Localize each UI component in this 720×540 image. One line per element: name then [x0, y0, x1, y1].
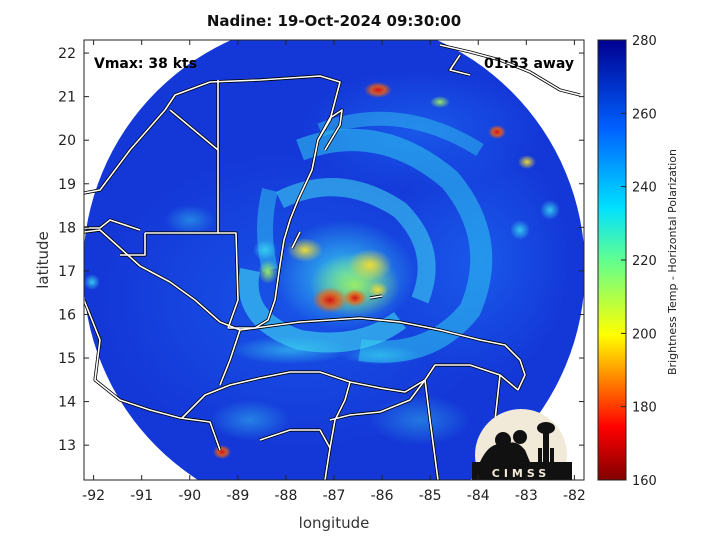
colorbar-tick-label: 240 [632, 181, 657, 196]
y-axis: 13 14 15 16 17 18 19 20 21 22 [58, 46, 584, 454]
x-tick-label: -87 [323, 488, 346, 504]
y-tick-label: 20 [58, 133, 76, 149]
colorbar-tick-label: 260 [632, 107, 657, 122]
chart-title: Nadine: 19-Oct-2024 09:30:00 [206, 12, 462, 30]
y-axis-label: latitude [34, 231, 52, 289]
cimss-logo-text: CIMSS [492, 467, 550, 480]
coastlines [84, 43, 581, 480]
colorbar-ticks: 280 260 240 220 200 180 160 [621, 34, 657, 489]
x-tick-label: -84 [467, 488, 490, 504]
x-tick-label: -91 [130, 488, 153, 504]
x-axis: -92 -91 -90 -89 -88 -87 -86 -85 -84 -83 -82 [82, 40, 586, 504]
y-tick-label: 14 [58, 395, 76, 411]
y-tick-label: 17 [58, 264, 76, 280]
y-tick-label: 15 [58, 351, 76, 367]
colorbar-tick-label: 200 [632, 327, 657, 342]
colorbar-tick-label: 180 [632, 401, 657, 416]
y-tick-label: 16 [58, 307, 76, 323]
brightness-temperature-field [84, 70, 570, 459]
x-axis-label: longitude [299, 514, 370, 532]
y-tick-label: 22 [58, 46, 76, 62]
colorbar-tick-label: 160 [632, 474, 657, 489]
x-tick-label: -88 [274, 488, 297, 504]
colorbar-tick-label: 220 [632, 254, 657, 269]
x-tick-label: -90 [178, 488, 201, 504]
y-tick-label: 13 [58, 438, 76, 454]
y-tick-label: 19 [58, 177, 76, 193]
colorbar-label: Brightness Temp - Horizontal Polarizatio… [666, 149, 679, 375]
y-tick-label: 21 [58, 90, 76, 106]
x-tick-label: -83 [515, 488, 538, 504]
colorbar-tick-label: 280 [632, 34, 657, 49]
x-tick-label: -89 [226, 488, 249, 504]
x-tick-label: -85 [419, 488, 442, 504]
x-tick-label: -86 [371, 488, 394, 504]
time-away-label: 01:53 away [484, 56, 574, 72]
vmax-label: Vmax: 38 kts [94, 56, 197, 72]
cimss-logo: CIMSS [472, 409, 572, 480]
y-tick-label: 18 [58, 220, 76, 236]
x-tick-label: -92 [82, 488, 105, 504]
x-tick-label: -82 [563, 488, 586, 504]
